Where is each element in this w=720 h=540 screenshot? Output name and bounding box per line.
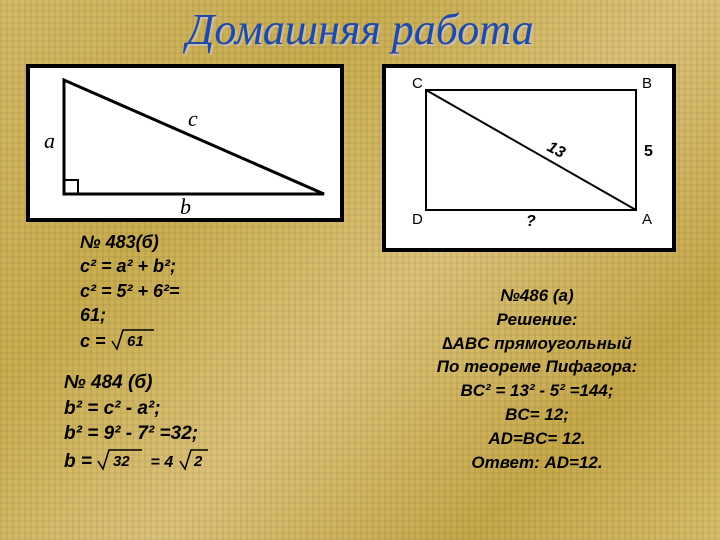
p486-l3: ∆ABC прямоугольный <box>390 332 684 356</box>
label-a: a <box>44 128 55 153</box>
label-b: b <box>180 194 191 218</box>
p483-l3: c² = 5² + 6²= <box>80 279 380 303</box>
label-question: ? <box>526 213 536 230</box>
p484-eq: = 4 <box>151 454 174 471</box>
figure-rectangle: C B D A 13 5 ? <box>382 64 676 252</box>
p483-l2: c² = a² + b²; <box>80 254 380 278</box>
p486-l6: BC= 12; <box>390 403 684 427</box>
problem-484: № 484 (б) b² = c² - a²; b² = 9² - 7² =32… <box>64 370 384 475</box>
figure-triangle: a b c <box>26 64 344 222</box>
p486-l8: Ответ: AD=12. <box>390 451 684 475</box>
triangle <box>64 80 324 194</box>
label-A: A <box>642 211 652 228</box>
p484-l4: b = <box>64 451 92 472</box>
p486-l7: AD=BC= 12. <box>390 427 684 451</box>
problem-483: № 483(б) c² = a² + b²; c² = 5² + 6²= 61;… <box>80 230 380 353</box>
sqrt-32: 32 <box>97 447 143 471</box>
label-c: c <box>188 106 198 131</box>
label-D: D <box>412 211 423 228</box>
svg-text:61: 61 <box>127 333 144 350</box>
p486-l5: BC² = 13² - 5² =144; <box>390 379 684 403</box>
svg-text:2: 2 <box>193 453 203 470</box>
right-angle-marker <box>64 180 78 194</box>
svg-text:32: 32 <box>113 453 130 470</box>
page-title: Домашняя работа <box>0 4 720 55</box>
p484-l3: b² = 9² - 7² =32; <box>64 421 384 447</box>
rectangle-svg: C B D A 13 5 ? <box>386 68 672 248</box>
diagonal-CA <box>426 90 636 210</box>
sqrt-2: 2 <box>179 447 209 471</box>
p484-l2: b² = c² - a²; <box>64 396 384 422</box>
p486-l2: Решение: <box>390 308 684 332</box>
p483-l1: № 483(б) <box>80 230 380 254</box>
triangle-svg: a b c <box>30 68 340 218</box>
sqrt-61: 61 <box>111 327 155 351</box>
p486-l1: №486 (а) <box>390 284 684 308</box>
problem-486: №486 (а) Решение: ∆ABC прямоугольный По … <box>390 284 684 474</box>
label-C: C <box>412 75 423 92</box>
p483-l4: 61; <box>80 303 380 327</box>
p484-l1: № 484 (б) <box>64 370 384 396</box>
label-B: B <box>642 75 652 92</box>
p486-l4: По теореме Пифагора: <box>390 355 684 379</box>
p483-l5: c = <box>80 331 106 351</box>
label-5: 5 <box>644 143 653 160</box>
